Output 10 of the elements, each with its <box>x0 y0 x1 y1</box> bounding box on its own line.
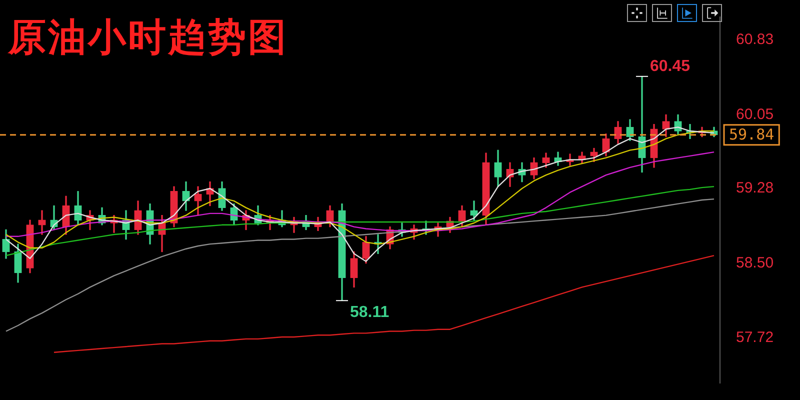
annotation: 58.11 <box>350 304 390 322</box>
chart-title: 原油小时趋势图 <box>8 14 288 61</box>
y-tick-label: 60.83 <box>736 31 774 48</box>
candlestick <box>38 210 46 235</box>
y-tick-label: 57.72 <box>736 329 774 346</box>
ref-line-label: 59.84 <box>729 126 774 144</box>
y-tick-label: 60.05 <box>736 106 774 123</box>
annotation: 60.45 <box>650 58 690 75</box>
y-tick-label: 59.28 <box>736 180 774 197</box>
y-tick-label: 58.50 <box>736 254 774 272</box>
